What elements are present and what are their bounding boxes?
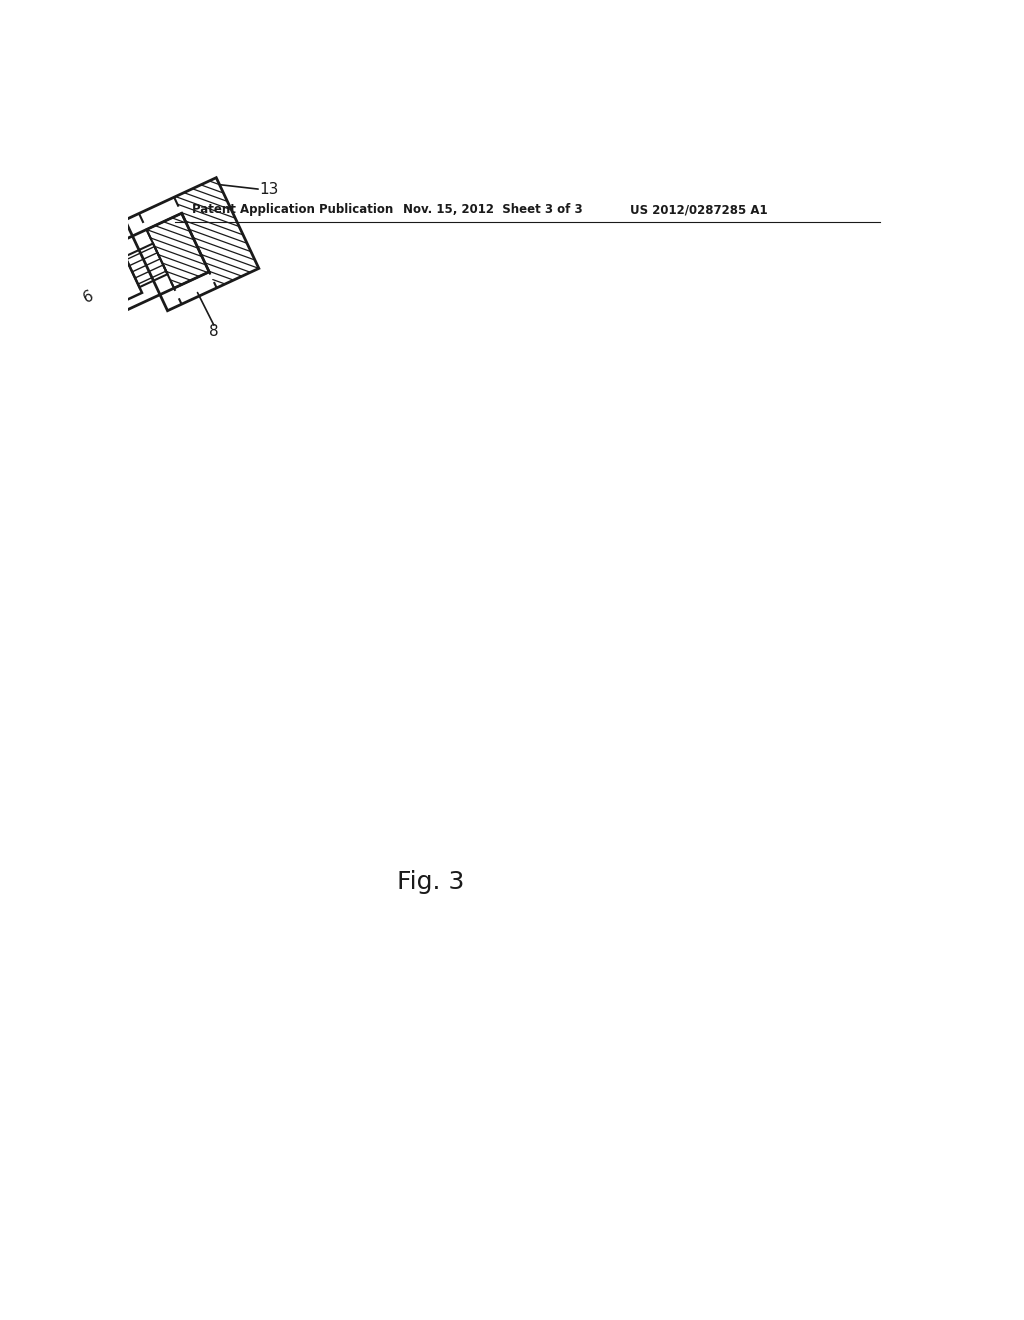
Text: 8: 8	[209, 323, 219, 339]
Text: US 2012/0287285 A1: US 2012/0287285 A1	[630, 203, 768, 216]
Text: 6: 6	[81, 288, 96, 305]
Text: Fig. 3: Fig. 3	[396, 870, 464, 894]
Text: Patent Application Publication: Patent Application Publication	[191, 203, 393, 216]
Text: Nov. 15, 2012  Sheet 3 of 3: Nov. 15, 2012 Sheet 3 of 3	[403, 203, 583, 216]
Text: 13: 13	[260, 182, 280, 197]
